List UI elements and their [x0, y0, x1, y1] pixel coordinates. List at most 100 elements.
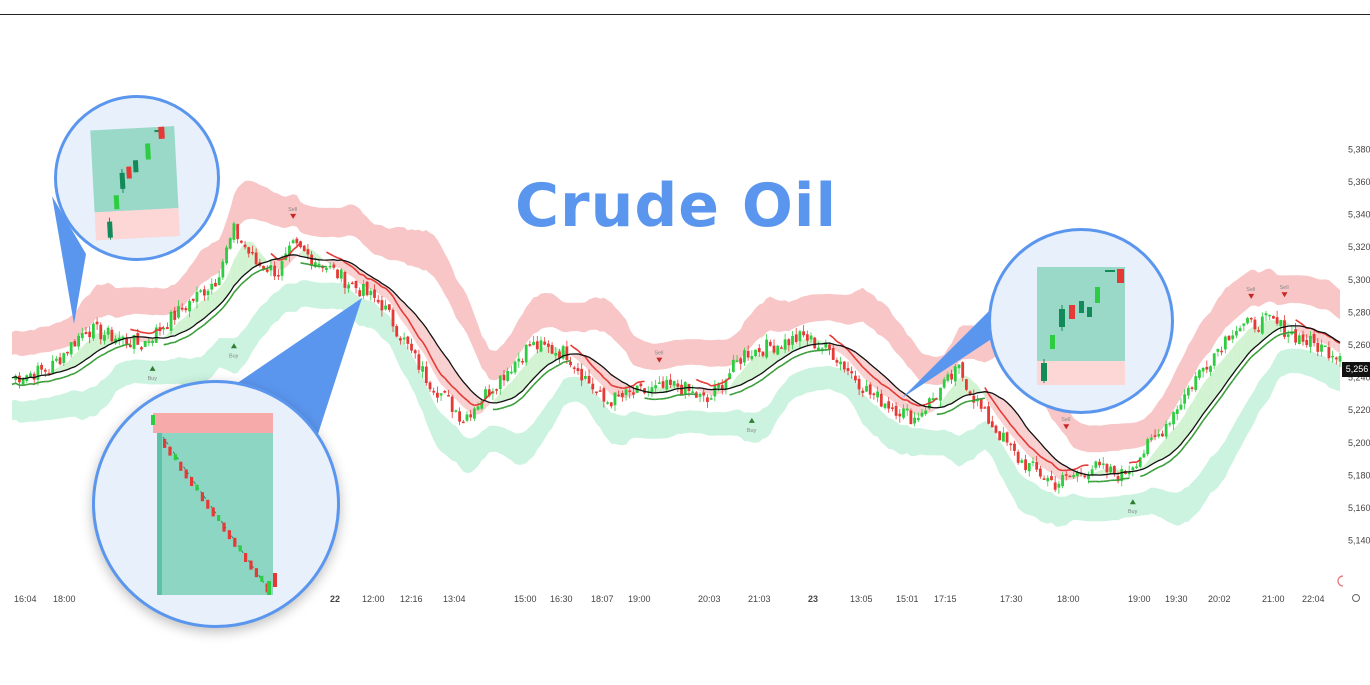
- trend-fill: [1169, 429, 1174, 455]
- candle: [236, 224, 240, 240]
- candle: [661, 381, 665, 388]
- candle: [983, 407, 987, 409]
- candle: [850, 371, 854, 374]
- trend-line: [1220, 390, 1226, 397]
- trend-line: [1250, 353, 1256, 358]
- trend-fill: [970, 378, 974, 395]
- trend-line: [954, 404, 960, 409]
- x-tick-label: 13:04: [443, 594, 466, 604]
- candle: [765, 339, 769, 358]
- candle: [1009, 443, 1013, 446]
- trend-fill: [755, 355, 760, 378]
- candle: [36, 365, 40, 380]
- candle: [251, 251, 254, 254]
- candle: [184, 308, 188, 311]
- trend-line: [932, 397, 938, 403]
- candle: [391, 309, 395, 327]
- y-tick-label: 5,280: [1348, 307, 1370, 317]
- trend-line: [873, 376, 879, 381]
- trend-line: [255, 269, 261, 274]
- trend-line: [544, 370, 549, 375]
- trend-line: [122, 343, 127, 347]
- candle: [428, 382, 432, 390]
- candle: [1338, 355, 1342, 362]
- signal-label: Sell: [1280, 285, 1289, 291]
- trend-fill: [803, 338, 808, 348]
- candle: [328, 265, 332, 268]
- trend-fill: [1147, 456, 1152, 467]
- trend-line: [803, 351, 808, 355]
- trend-line: [1298, 321, 1304, 326]
- trend-line: [496, 407, 501, 411]
- candle: [1149, 437, 1153, 440]
- signal-label: Sell: [288, 207, 297, 213]
- trend-line: [1269, 337, 1274, 342]
- trend-fill: [1295, 325, 1300, 333]
- trend-fill: [174, 321, 179, 336]
- trend-fill: [82, 342, 86, 363]
- settings-icon[interactable]: [1352, 594, 1360, 602]
- candle: [883, 403, 887, 408]
- candle: [583, 375, 587, 379]
- chevron-left-icon[interactable]: [1337, 575, 1344, 587]
- candle: [602, 388, 606, 402]
- candle: [950, 373, 953, 380]
- trend-line: [614, 385, 619, 389]
- candle: [916, 417, 920, 421]
- candle: [295, 238, 299, 244]
- trend-line: [962, 401, 967, 404]
- trend-fill: [226, 269, 231, 297]
- candle: [887, 401, 891, 409]
- sell-arrow-icon: [1248, 293, 1255, 299]
- trend-fill: [903, 392, 908, 410]
- trend-line: [792, 355, 797, 359]
- candle: [794, 334, 798, 343]
- trend-line: [1324, 333, 1330, 338]
- candle: [1257, 330, 1261, 332]
- candle: [1027, 463, 1031, 472]
- trend-line: [211, 314, 216, 319]
- candle: [805, 334, 809, 341]
- trend-line: [248, 273, 253, 279]
- trend-fill: [319, 255, 323, 260]
- trend-line: [518, 396, 523, 401]
- trend-line: [181, 336, 187, 340]
- trend-fill: [263, 256, 268, 263]
- candle: [95, 321, 99, 325]
- candle: [1038, 468, 1042, 477]
- trend-fill: [503, 384, 508, 402]
- trend-line: [625, 385, 631, 389]
- candle: [1309, 335, 1312, 347]
- candle: [798, 331, 802, 342]
- candle: [265, 269, 269, 272]
- candle: [1020, 460, 1024, 463]
- trend-fill: [947, 387, 952, 405]
- trend-fill: [211, 291, 216, 312]
- candle: [957, 364, 961, 369]
- candle: [210, 283, 214, 290]
- trend-line: [266, 265, 272, 270]
- trend-fill: [185, 312, 190, 331]
- candle: [905, 408, 909, 411]
- candle: [169, 311, 173, 331]
- candle: [1190, 387, 1194, 389]
- trend-line: [1140, 474, 1145, 478]
- candle: [373, 289, 376, 298]
- trend-line: [433, 361, 439, 370]
- trend-fill: [237, 247, 242, 282]
- sell-arrow-icon: [290, 213, 297, 219]
- trend-line: [421, 341, 427, 349]
- trend-line: [521, 392, 527, 399]
- candle: [598, 390, 602, 392]
- trend-line: [344, 261, 350, 266]
- trend-line: [829, 334, 834, 339]
- candle: [354, 280, 358, 289]
- trend-line: [987, 393, 993, 400]
- trend-line: [725, 377, 731, 382]
- trend-line: [503, 405, 508, 409]
- trend-line: [736, 390, 741, 394]
- trend-fill: [1162, 437, 1167, 460]
- trend-fill: [796, 341, 800, 350]
- trend-fill: [818, 340, 823, 344]
